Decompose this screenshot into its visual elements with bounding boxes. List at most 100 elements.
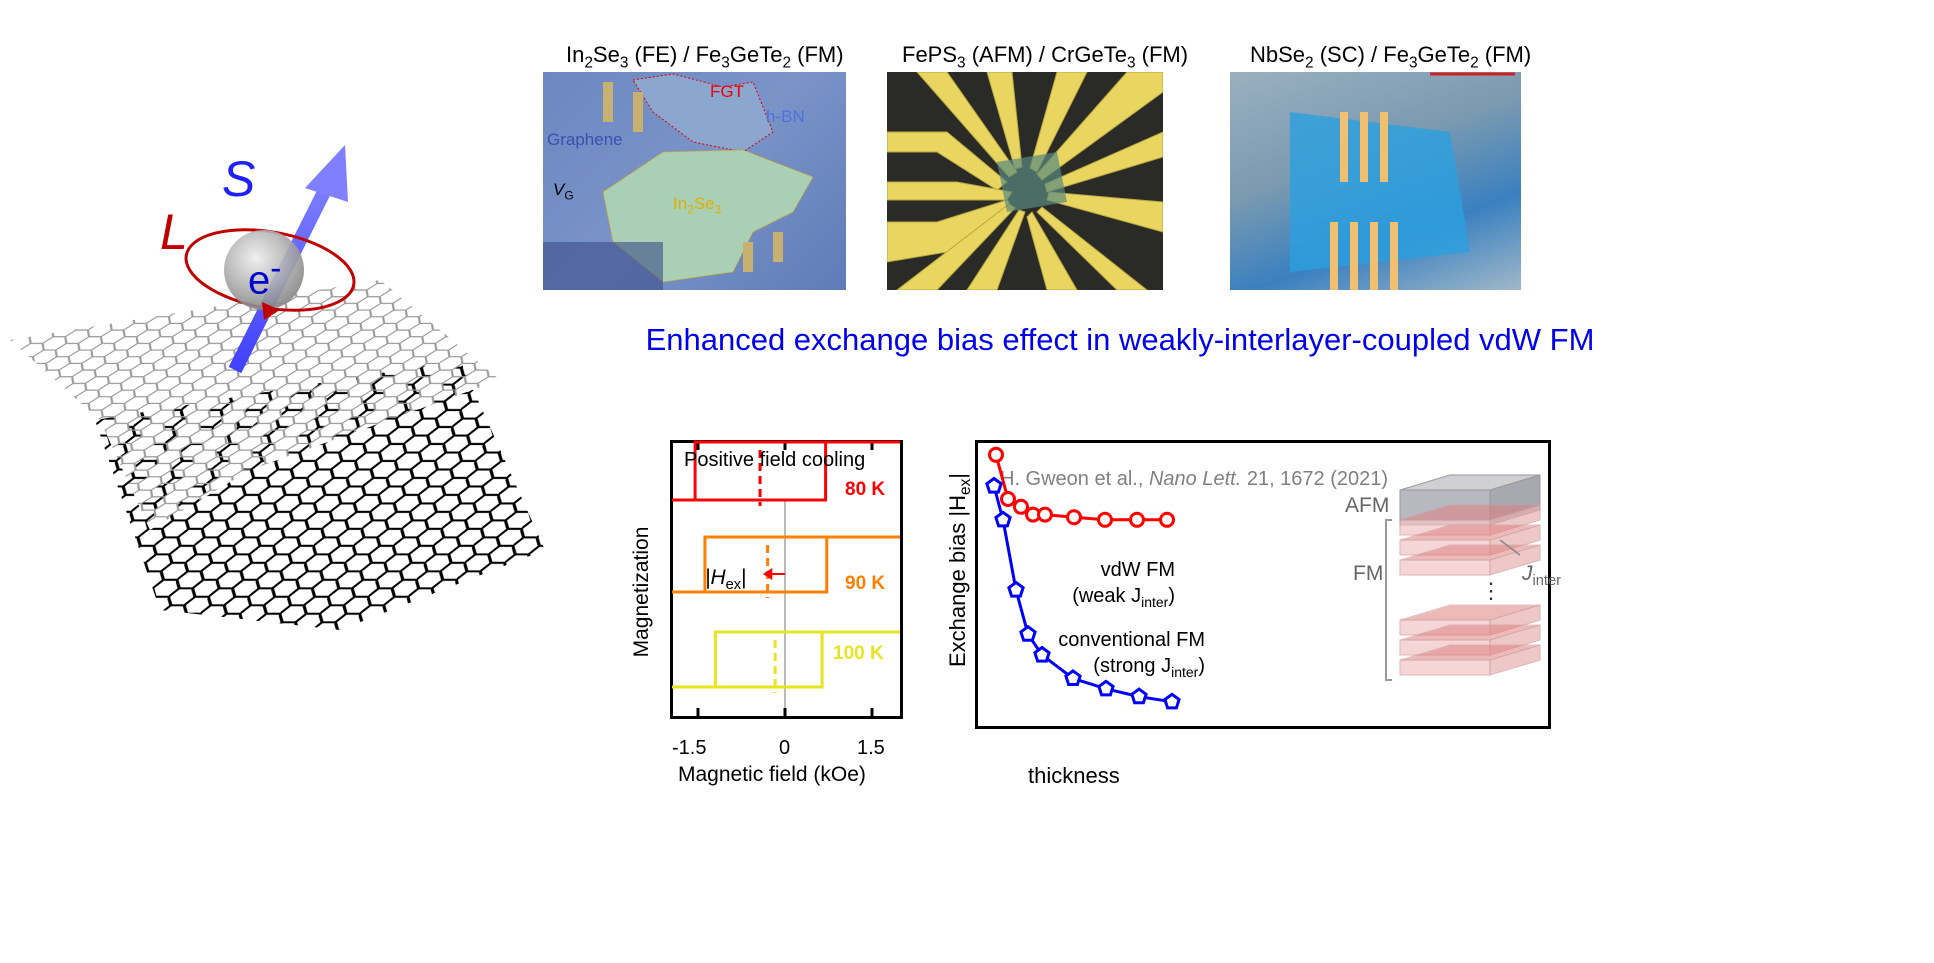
- hysteresis-title: Positive field cooling: [684, 449, 866, 471]
- exchange-bias-plot: [975, 440, 1551, 729]
- data-point-circle: [1097, 511, 1113, 528]
- conventional-series-label: conventional FM (strong Jinter): [1040, 627, 1205, 685]
- data-point-pentagon: [1097, 679, 1115, 697]
- jinter-text: J: [1522, 562, 1533, 585]
- jinter-sub: inter: [1532, 573, 1562, 590]
- data-point-pentagon: [1019, 624, 1037, 642]
- series-label-line: (weak Jinter): [1055, 583, 1175, 615]
- data-point-circle: [1159, 511, 1175, 528]
- data-point-pentagon: [1064, 669, 1082, 686]
- series-label-line: (strong Jinter): [1040, 653, 1205, 685]
- data-point-pentagon: [994, 510, 1012, 528]
- series-label-sub: inter: [1171, 664, 1199, 680]
- cap-text: Se: [592, 42, 620, 67]
- graphene-label: Graphene: [547, 130, 623, 149]
- cap-text: (SC) / Fe: [1313, 42, 1409, 67]
- vg-text: V: [553, 180, 565, 199]
- cap-sub: 3: [1126, 54, 1136, 72]
- electron-e: e: [248, 258, 271, 303]
- cap-text: In: [566, 42, 585, 67]
- vg-sub: G: [564, 188, 574, 203]
- data-point-pentagon: [985, 476, 1003, 494]
- data-point-pentagon: [1163, 692, 1181, 710]
- fgt-label: FGT: [710, 82, 744, 101]
- electrode-pattern: [887, 72, 1163, 290]
- cap-text: (FM): [1478, 42, 1532, 67]
- label-90k: 90 K: [845, 573, 886, 594]
- orbit-arrowhead: [262, 302, 280, 320]
- data-point-circle: [988, 446, 1004, 463]
- cap-sub: 3: [957, 54, 966, 72]
- headline: Enhanced exchange bias effect in weakly-…: [645, 322, 1595, 357]
- cap-sub: 2: [782, 54, 792, 72]
- caption-1: In2Se3 (FE) / Fe3GeTe2 (FM): [566, 42, 844, 72]
- cap-sub: 3: [721, 54, 730, 72]
- cap-sub: 2: [584, 54, 593, 72]
- series-label-text: (strong J: [1093, 655, 1172, 677]
- citation-journal: Nano Lett.: [1148, 468, 1242, 490]
- data-point-pentagon: [1033, 645, 1051, 663]
- cap-text: GeTe: [1417, 42, 1471, 67]
- electron-label: e-: [248, 250, 281, 303]
- data-point-circle: [1066, 509, 1082, 526]
- jinter-label: Jinter: [1522, 562, 1561, 589]
- cap-text: GeTe: [729, 42, 783, 67]
- ellipsis-dots: ⋮: [1480, 578, 1502, 603]
- cap-sub: 3: [619, 54, 629, 72]
- series-label-line: vdW FM: [1100, 559, 1175, 581]
- data-point-circle: [1000, 491, 1016, 507]
- citation-text: 21, 1672 (2021): [1241, 468, 1389, 490]
- label-80k: 80 K: [845, 479, 886, 500]
- hysteresis-loop: [672, 630, 900, 689]
- hex-arrowhead: [762, 568, 773, 580]
- citation: H. Gweon et al., Nano Lett. 21, 1672 (20…: [1000, 468, 1388, 491]
- xtick-label: -1.5: [672, 737, 707, 759]
- electron-sphere: [224, 230, 304, 310]
- inse-label: In2Se3: [673, 194, 721, 216]
- xtick-label: 0: [779, 737, 791, 759]
- hex-annotation: |Hex|: [705, 566, 747, 593]
- hex-sub: ex: [725, 577, 742, 594]
- cap-text: (FE) / Fe: [628, 42, 722, 67]
- hex-text: |: [741, 566, 747, 589]
- cap-sub: 2: [1305, 54, 1314, 72]
- inse-sub: 2: [687, 202, 694, 217]
- electron-sup: -: [270, 250, 282, 287]
- xtick-label: 1.5: [857, 737, 885, 759]
- series-label-sub: inter: [1141, 594, 1169, 610]
- inse-text: In: [673, 194, 688, 213]
- fm-label: FM: [1353, 562, 1384, 585]
- graphene-spin-illustration: [10, 145, 545, 630]
- jinter-pointer: [1499, 539, 1521, 556]
- flake-pattern: [1290, 72, 1515, 290]
- layer-stack-inset: [1385, 474, 1541, 681]
- label-100k: 100 K: [833, 643, 884, 664]
- spin-arrowhead: [305, 145, 348, 202]
- flake-shapes: [543, 73, 814, 290]
- orbit-label: L: [160, 204, 188, 260]
- cap-text: (FM): [791, 42, 844, 67]
- top-graphene-sheet: [10, 280, 500, 530]
- hbn-label: h-BN: [766, 107, 805, 126]
- caption-3: NbSe2 (SC) / Fe3GeTe2 (FM): [1250, 42, 1531, 72]
- hysteresis-loop: [672, 440, 900, 502]
- data-point-circle: [1129, 511, 1145, 528]
- hysteresis-loop: [672, 535, 900, 594]
- citation-text: H. Gweon et al.,: [1000, 468, 1149, 490]
- inse-text: Se: [693, 194, 715, 213]
- series-label-text: ): [1198, 655, 1205, 677]
- vdw-series-label: vdW FM (weak Jinter): [1055, 557, 1175, 615]
- cap-text: (AFM) / CrGeTe: [965, 42, 1127, 67]
- fm-bracket: [1385, 519, 1392, 681]
- data-point-circle: [1013, 498, 1029, 515]
- afm-label: AFM: [1345, 494, 1390, 517]
- series-label-text: (weak J: [1072, 585, 1142, 607]
- data-point-circle: [1037, 506, 1053, 523]
- cap-text: FePS: [902, 42, 958, 67]
- cap-sub: 3: [1408, 54, 1418, 72]
- cap-sub: 2: [1470, 54, 1479, 72]
- data-point-pentagon: [1130, 687, 1148, 705]
- caption-2: FePS3 (AFM) / CrGeTe3 (FM): [902, 42, 1188, 72]
